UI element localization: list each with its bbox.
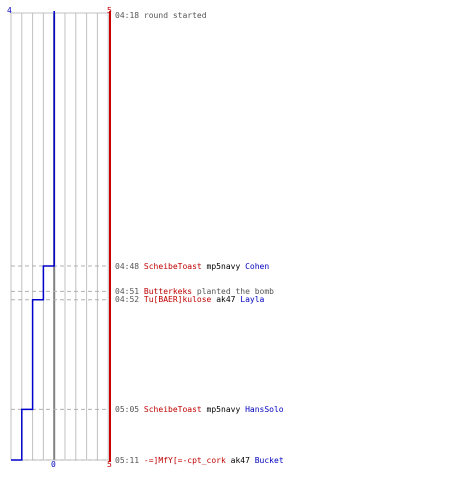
header-right-score: 5 [107, 6, 112, 15]
weapon-name: mp5navy [206, 404, 241, 414]
attacker-name: ScheibeToast [143, 261, 202, 271]
victim-name: Layla [240, 295, 265, 305]
footer-right-score: 5 [107, 460, 112, 469]
weapon-name: ak47 [216, 295, 236, 305]
attacker-name: Tu[BAER]kulose [143, 295, 212, 305]
event-row: 04:18 round started [115, 11, 207, 20]
event-row: 04:51 Butterkeks planted the bomb [115, 287, 274, 296]
event-row: 04:52 Tu[BAER]kulose ak47 Layla [115, 295, 264, 304]
event-text: round started [143, 10, 207, 20]
event-row: 05:11 -=]MfY[=-cpt_cork ak47 Bucket [115, 456, 284, 465]
victim-name: Bucket [254, 455, 284, 465]
footer-left-score: 0 [51, 460, 56, 469]
event-time: 05:05 [115, 404, 140, 414]
attacker-name: -=]MfY[=-cpt_cork [143, 455, 226, 465]
event-time: 04:48 [115, 261, 140, 271]
event-time: 04:52 [115, 295, 140, 305]
event-time: 04:51 [115, 286, 140, 296]
event-row: 04:48 ScheibeToast mp5navy Cohen [115, 262, 269, 271]
event-text: planted the bomb [196, 286, 274, 296]
event-time: 05:11 [115, 455, 140, 465]
header-left-score: 4 [7, 6, 12, 15]
weapon-name: mp5navy [206, 261, 241, 271]
event-row: 05:05 ScheibeToast mp5navy HansSolo [115, 405, 284, 414]
victim-name: Cohen [245, 261, 270, 271]
blue-team-step-line [11, 11, 55, 461]
event-time: 04:18 [115, 10, 140, 20]
attacker-name: ScheibeToast [143, 404, 202, 414]
attacker-name: Butterkeks [143, 286, 193, 296]
weapon-name: ak47 [230, 455, 250, 465]
victim-name: HansSolo [245, 404, 284, 414]
